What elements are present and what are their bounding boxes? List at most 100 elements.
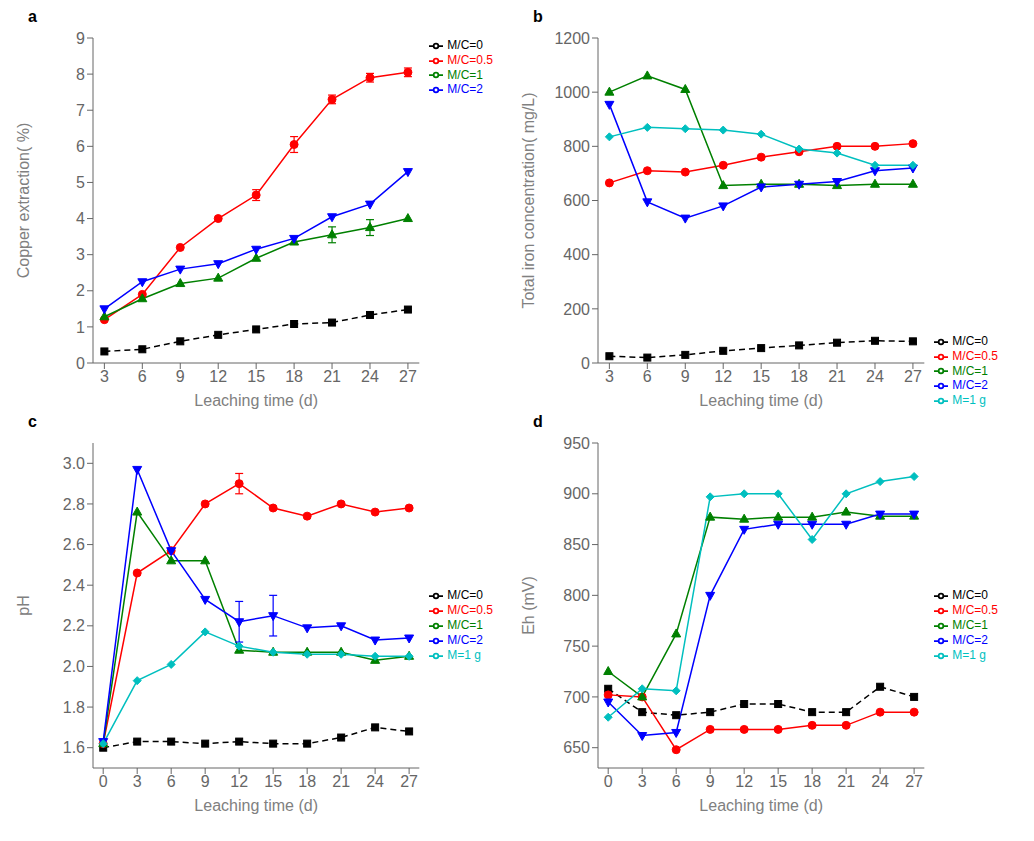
svg-text:pH: pH [15,595,32,615]
svg-text:2.0: 2.0 [63,658,85,675]
html-text:M/C=0: M/C=0 [447,588,483,603]
svg-text:7: 7 [76,102,85,119]
svg-text:1: 1 [76,319,85,336]
svg-text:Leaching time (d): Leaching time (d) [194,797,318,814]
svg-text:18: 18 [298,773,316,790]
svg-text:3.0: 3.0 [63,455,85,472]
svg-text:21: 21 [837,773,855,790]
svg-text:850: 850 [563,536,590,553]
svg-text:3: 3 [133,773,142,790]
svg-text:4: 4 [76,210,85,227]
svg-text:15: 15 [752,368,770,385]
svg-text:18: 18 [803,773,821,790]
svg-text:1000: 1000 [554,84,590,101]
html-text:M/C=1: M/C=1 [952,618,988,633]
svg-text:750: 750 [563,638,590,655]
html-text:M/C=0.5: M/C=0.5 [952,603,998,618]
svg-text:27: 27 [905,773,923,790]
svg-text:2.2: 2.2 [63,617,85,634]
svg-text:3: 3 [100,368,109,385]
html-text:a: a [28,8,37,25]
svg-text:6: 6 [138,368,147,385]
html-text:M/C=0: M/C=0 [952,333,988,348]
svg-text:9: 9 [681,368,690,385]
svg-text:3: 3 [605,368,614,385]
svg-text:6: 6 [76,138,85,155]
svg-text:1.8: 1.8 [63,699,85,716]
svg-text:6: 6 [643,368,652,385]
svg-text:18: 18 [790,368,808,385]
svg-text:27: 27 [904,368,922,385]
html-text:M/C=0: M/C=0 [952,588,988,603]
svg-text:Total iron concentration( mg/L: Total iron concentration( mg/L) [520,92,537,308]
svg-text:2: 2 [76,282,85,299]
svg-text:12: 12 [209,368,227,385]
html-text:M/C=2: M/C=2 [952,632,988,647]
svg-text:2.6: 2.6 [63,536,85,553]
svg-text:8: 8 [76,66,85,83]
html-text:M/C=2: M/C=2 [447,632,483,647]
svg-text:0: 0 [581,355,590,372]
svg-text:6: 6 [167,773,176,790]
svg-text:0: 0 [99,773,108,790]
svg-text:Leaching time (d): Leaching time (d) [699,797,823,814]
svg-text:27: 27 [400,773,418,790]
svg-text:Eh (mV): Eh (mV) [520,576,537,635]
html-text:M/C=2: M/C=2 [447,82,483,97]
svg-text:Leaching time (d): Leaching time (d) [194,392,318,409]
svg-text:0: 0 [604,773,613,790]
svg-text:800: 800 [563,138,590,155]
svg-text:900: 900 [563,485,590,502]
svg-text:3: 3 [76,246,85,263]
html-text:M/C=0: M/C=0 [447,38,483,52]
html-text:b: b [533,8,543,25]
svg-text:650: 650 [563,739,590,756]
svg-text:15: 15 [264,773,282,790]
svg-text:18: 18 [285,368,303,385]
svg-text:950: 950 [563,435,590,452]
svg-text:12: 12 [735,773,753,790]
html-text:M/C=1: M/C=1 [952,363,988,378]
svg-text:200: 200 [563,301,590,318]
svg-text:9: 9 [201,773,210,790]
svg-text:24: 24 [871,773,889,790]
html-text:M/C=1: M/C=1 [447,67,483,82]
html-text:M/C=0.5: M/C=0.5 [447,52,493,67]
svg-text:5: 5 [76,174,85,191]
svg-text:Copper extraction( %): Copper extraction( %) [15,123,32,279]
svg-text:400: 400 [563,246,590,263]
svg-text:3: 3 [638,773,647,790]
svg-text:21: 21 [332,773,350,790]
html-text:M/C=0.5: M/C=0.5 [952,348,998,363]
html-text:M/C=1: M/C=1 [447,618,483,633]
html-text:M=1 g: M=1 g [952,393,986,408]
html-text:M/C=2: M/C=2 [952,378,988,393]
html-text:M=1 g: M=1 g [952,647,986,662]
html-text:d: d [533,413,543,430]
svg-text:12: 12 [230,773,248,790]
svg-text:21: 21 [323,368,341,385]
html-text:M=1 g: M=1 g [447,647,481,662]
svg-text:15: 15 [769,773,787,790]
svg-text:15: 15 [247,368,265,385]
svg-text:24: 24 [866,368,884,385]
svg-text:1200: 1200 [554,30,590,47]
svg-text:6: 6 [672,773,681,790]
svg-text:12: 12 [714,368,732,385]
svg-text:600: 600 [563,192,590,209]
svg-text:0: 0 [76,355,85,372]
svg-text:24: 24 [366,773,384,790]
svg-text:9: 9 [176,368,185,385]
svg-text:800: 800 [563,587,590,604]
svg-text:Leaching time (d): Leaching time (d) [699,392,823,409]
svg-text:2.8: 2.8 [63,496,85,513]
svg-text:1.6: 1.6 [63,739,85,756]
svg-text:700: 700 [563,689,590,706]
svg-text:9: 9 [76,30,85,47]
html-text:M/C=0.5: M/C=0.5 [447,603,493,618]
svg-text:24: 24 [361,368,379,385]
svg-text:27: 27 [399,368,417,385]
svg-text:2.4: 2.4 [63,577,85,594]
svg-text:9: 9 [706,773,715,790]
svg-text:21: 21 [828,368,846,385]
